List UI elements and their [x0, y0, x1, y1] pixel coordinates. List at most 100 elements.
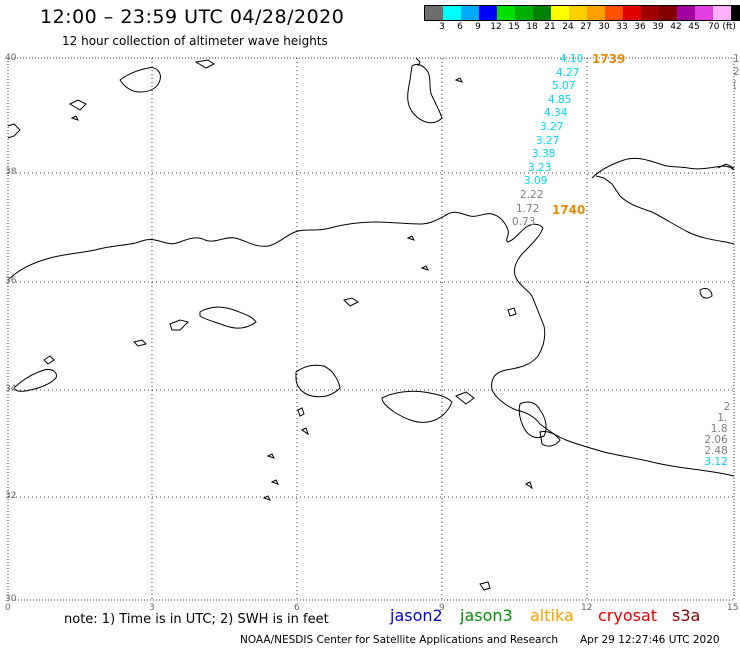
colorbar-swatch [479, 6, 497, 20]
colorbar [424, 5, 740, 21]
lon-label: 6 [294, 603, 300, 613]
colorbar-swatch [497, 6, 515, 20]
lon-label: 15 [727, 603, 739, 613]
colorbar-label: 30 [598, 22, 610, 32]
colorbar-label: 45 [688, 22, 700, 32]
colorbar-label: 9 [475, 22, 481, 32]
colorbar-swatch [461, 6, 479, 20]
satellite-altika: altika [530, 606, 574, 625]
spain-corner [7, 123, 21, 139]
island-l [301, 427, 309, 436]
swh-value: 5.07 [552, 80, 576, 93]
island-b [270, 479, 279, 485]
colorbar-label: 42 [670, 22, 682, 32]
colorbar-swatch [569, 6, 587, 20]
colorbar-label: 24 [562, 22, 574, 32]
island-g [699, 287, 713, 299]
swh-value: 2. [733, 66, 740, 78]
island-west [13, 369, 57, 392]
island-j [717, 163, 735, 169]
swh-value: 2.06 [704, 434, 728, 446]
swh-value: ( [733, 79, 738, 91]
colorbar-label: 6 [457, 22, 463, 32]
island-i [525, 481, 533, 490]
colorbar-label: 36 [634, 22, 646, 32]
colorbar-swatch [551, 6, 569, 20]
island-h [507, 307, 517, 317]
lat-label: 36 [5, 276, 17, 286]
swh-value: 4.10 [560, 53, 584, 65]
island-3 [343, 297, 359, 307]
colorbar-swatch [425, 6, 443, 20]
swh-value: 0.73 [512, 216, 536, 229]
island-e [420, 265, 429, 271]
swh-value: 4.85 [548, 93, 572, 106]
swh-value: 3.27 [540, 121, 564, 133]
swh-value: 1. [717, 412, 728, 424]
lat-label: 34 [5, 384, 17, 394]
colorbar-swatch [443, 6, 461, 20]
gridlines [8, 58, 734, 600]
lat-label: 30 [5, 594, 17, 604]
island-east [518, 401, 547, 439]
swh-value: 2 [723, 401, 731, 413]
lat-label: 40 [5, 53, 17, 63]
island-gulf [539, 431, 561, 447]
colorbar-label: 70 (ft) [708, 22, 736, 32]
colorbar-swatch [623, 6, 641, 20]
swh-value: 3.38 [532, 148, 556, 161]
colorbar-swatch [587, 6, 605, 20]
mallorca [119, 67, 161, 93]
formentera [70, 115, 79, 121]
satellite-s3a: s3a [672, 606, 701, 625]
island-d [479, 581, 491, 591]
corsica-tip [415, 57, 421, 67]
sardinia [407, 63, 443, 124]
credit-text: NOAA/NESDIS Center for Satellite Applica… [240, 634, 558, 646]
map-frame [7, 57, 735, 601]
swh-value: 3.27 [536, 134, 560, 147]
swh-value: 2.48 [704, 445, 728, 457]
menorca [194, 59, 215, 69]
lon-label: 12 [581, 603, 593, 613]
island-mid-3 [455, 391, 475, 405]
colorbar-swatch [641, 6, 659, 20]
island-mid-2 [381, 390, 453, 423]
island-k [297, 407, 305, 417]
island-m [454, 77, 463, 83]
swh-value: 2.22 [520, 189, 544, 201]
colorbar-label: 21 [544, 22, 556, 32]
satellite-jason2: jason2 [390, 606, 443, 625]
ibiza [68, 99, 87, 111]
swh-value: 1.72 [516, 202, 540, 215]
lon-label: 3 [149, 603, 155, 613]
swh-value: 3.12 [704, 456, 728, 468]
track-time-bottom: 1740 [552, 203, 586, 217]
island-mid [295, 364, 341, 398]
lat-label: 32 [5, 491, 17, 501]
satellite-jason3: jason3 [460, 606, 513, 625]
colorbar-swatch [533, 6, 551, 20]
island-4 [133, 339, 147, 347]
coastlines [7, 57, 735, 591]
lat-label: 38 [5, 167, 17, 177]
island-f [406, 235, 415, 241]
italy-south [595, 175, 735, 245]
colorbar-label: 12 [490, 22, 502, 32]
swh-value: 1.8 [710, 423, 728, 435]
colorbar-label: 15 [508, 22, 520, 32]
swh-value: 1. [733, 53, 740, 65]
colorbar-swatch [605, 6, 623, 20]
colorbar-label: 39 [652, 22, 664, 32]
colorbar-swatch [695, 6, 713, 20]
sicily [591, 157, 735, 179]
colorbar-swatch [677, 6, 695, 20]
swh-value: 3.23 [528, 161, 552, 174]
map-subtitle: 12 hour collection of altimeter wave hei… [62, 34, 328, 48]
note-text: note: 1) Time is in UTC; 2) SWH is in fe… [64, 612, 329, 627]
island-2 [199, 306, 257, 329]
island-a [266, 453, 275, 459]
island-1 [169, 319, 189, 331]
colorbar-label: 27 [580, 22, 592, 32]
